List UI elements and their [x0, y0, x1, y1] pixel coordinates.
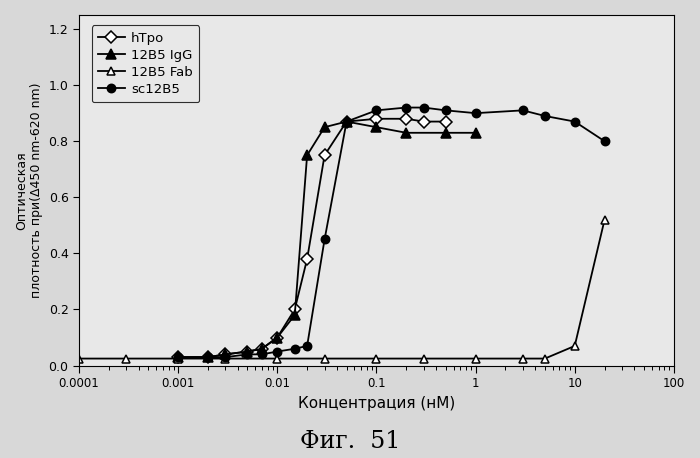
- hTpo: [243, 349, 251, 354]
- 12B5 IgG: [321, 125, 329, 130]
- hTpo: [290, 307, 299, 312]
- 12B5 Fab: [122, 356, 130, 361]
- hTpo: [442, 119, 450, 124]
- Line: 12B5 Fab: 12B5 Fab: [75, 216, 609, 363]
- sc12B5: [540, 113, 549, 119]
- sc12B5: [419, 105, 428, 110]
- 12B5 Fab: [75, 356, 83, 361]
- sc12B5: [174, 354, 182, 360]
- hTpo: [402, 116, 410, 121]
- sc12B5: [402, 105, 410, 110]
- 12B5 Fab: [273, 356, 281, 361]
- 12B5 IgG: [372, 125, 381, 130]
- hTpo: [342, 119, 351, 124]
- sc12B5: [290, 346, 299, 351]
- Text: Фиг.  51: Фиг. 51: [300, 431, 400, 453]
- sc12B5: [273, 349, 281, 354]
- 12B5 IgG: [471, 130, 480, 136]
- sc12B5: [221, 354, 230, 360]
- hTpo: [321, 153, 329, 158]
- 12B5 Fab: [321, 356, 329, 361]
- 12B5 Fab: [221, 356, 230, 361]
- hTpo: [204, 354, 212, 360]
- 12B5 IgG: [442, 130, 450, 136]
- sc12B5: [321, 237, 329, 242]
- hTpo: [273, 335, 281, 340]
- hTpo: [372, 116, 381, 121]
- sc12B5: [258, 352, 266, 357]
- Line: 12B5 IgG: 12B5 IgG: [174, 117, 480, 362]
- 12B5 IgG: [402, 130, 410, 136]
- 12B5 Fab: [519, 356, 527, 361]
- hTpo: [221, 352, 230, 357]
- 12B5 IgG: [174, 354, 182, 360]
- 12B5 IgG: [258, 346, 266, 351]
- 12B5 IgG: [204, 354, 212, 360]
- sc12B5: [519, 108, 527, 113]
- hTpo: [258, 346, 266, 351]
- sc12B5: [570, 119, 579, 124]
- 12B5 IgG: [243, 349, 251, 354]
- Y-axis label: Оптическая
плотность при(Δ450 nm-620 nm): Оптическая плотность при(Δ450 nm-620 nm): [15, 82, 43, 298]
- sc12B5: [303, 343, 312, 349]
- Legend: hTpo, 12B5 IgG, 12B5 Fab, sc12B5: hTpo, 12B5 IgG, 12B5 Fab, sc12B5: [92, 25, 200, 102]
- 12B5 IgG: [221, 352, 230, 357]
- 12B5 IgG: [273, 335, 281, 340]
- 12B5 Fab: [601, 217, 609, 223]
- 12B5 Fab: [372, 356, 381, 361]
- sc12B5: [372, 108, 381, 113]
- hTpo: [303, 256, 312, 262]
- 12B5 Fab: [174, 356, 182, 361]
- sc12B5: [471, 110, 480, 116]
- sc12B5: [342, 119, 351, 124]
- 12B5 Fab: [419, 356, 428, 361]
- Line: hTpo: hTpo: [174, 114, 450, 361]
- sc12B5: [204, 354, 212, 360]
- sc12B5: [601, 138, 609, 144]
- X-axis label: Концентрация (нМ): Концентрация (нМ): [298, 396, 455, 411]
- 12B5 IgG: [290, 312, 299, 318]
- hTpo: [174, 354, 182, 360]
- 12B5 Fab: [471, 356, 480, 361]
- 12B5 Fab: [570, 343, 579, 349]
- hTpo: [419, 119, 428, 124]
- sc12B5: [243, 352, 251, 357]
- 12B5 IgG: [303, 153, 312, 158]
- sc12B5: [442, 108, 450, 113]
- 12B5 Fab: [540, 356, 549, 361]
- 12B5 IgG: [342, 119, 351, 124]
- Line: sc12B5: sc12B5: [174, 104, 609, 361]
